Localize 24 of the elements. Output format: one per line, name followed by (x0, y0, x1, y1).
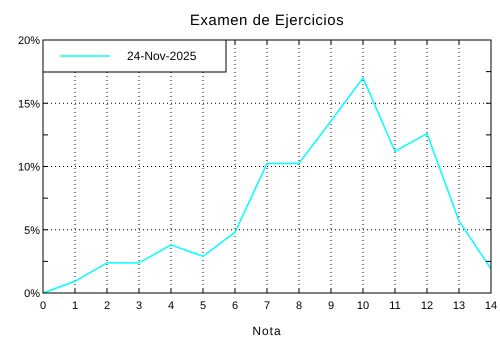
x-tick-label: 6 (232, 300, 238, 312)
x-tick-label: 10 (356, 300, 370, 312)
y-tick-label: 10% (18, 162, 40, 174)
y-tick-label: 15% (18, 98, 40, 110)
y-tick-label: 5% (24, 224, 40, 237)
x-tick-label: 0 (40, 300, 46, 312)
x-tick-label: 3 (136, 300, 142, 312)
y-tick-label: 20% (18, 35, 40, 47)
x-tick-label: 1 (72, 300, 78, 312)
legend-label: 24-Nov-2025 (127, 49, 197, 63)
x-tick-label: 4 (168, 300, 174, 312)
chart-title: Examen de Ejercicios (190, 12, 344, 29)
x-tick-label: 13 (452, 300, 466, 312)
x-axis-title: Nota (252, 324, 282, 338)
y-tick-label: 0% (24, 288, 40, 300)
x-tick-label: 12 (420, 300, 434, 312)
x-tick-label: 2 (104, 300, 110, 312)
x-tick-label: 7 (264, 300, 270, 312)
x-tick-label: 8 (296, 300, 302, 312)
x-tick-label: 9 (328, 300, 334, 312)
x-tick-label: 5 (200, 300, 206, 312)
x-tick-label: 14 (484, 300, 498, 312)
line-series (42, 77, 492, 294)
x-tick-label: 11 (389, 300, 401, 312)
